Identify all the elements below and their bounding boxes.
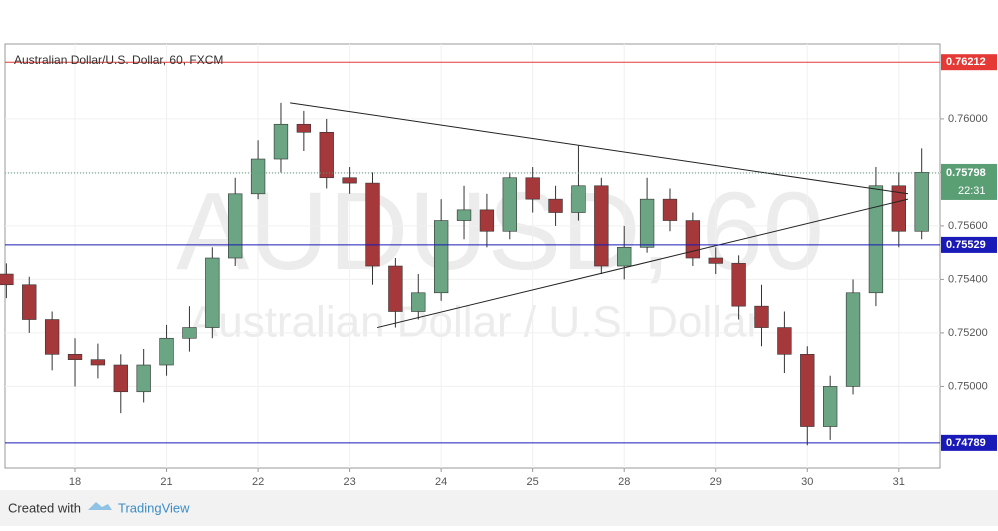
y-tick-label: 0.75600: [948, 220, 988, 232]
candle-body: [594, 185, 609, 267]
footer-prefix: Created with: [8, 500, 81, 515]
candle-body: [113, 364, 128, 393]
candle-body: [67, 354, 83, 360]
candle-body: [342, 177, 357, 184]
candle-body: [868, 185, 884, 294]
candle-body: [205, 257, 220, 328]
x-tick-label: 31: [893, 476, 905, 488]
candle-body: [548, 198, 563, 213]
candle-body: [891, 185, 906, 232]
candle-body: [502, 177, 517, 232]
x-tick-label: 25: [527, 476, 539, 488]
x-tick-label: 18: [69, 476, 81, 488]
y-tick-label: 0.75400: [948, 273, 988, 285]
current-price-bg: [941, 163, 997, 200]
candle-body: [822, 386, 838, 427]
candle-body: [571, 185, 586, 213]
current-price-label: 0.75798: [946, 167, 986, 179]
candle-body: [456, 209, 472, 221]
price-label: 0.76212: [946, 56, 986, 68]
price-label-bg: [941, 54, 997, 71]
candle-body: [617, 247, 632, 267]
x-tick-label: 24: [435, 476, 447, 488]
y-tick-label: 0.75200: [948, 327, 988, 339]
candle-body: [365, 182, 380, 267]
candle-body: [525, 177, 540, 200]
candle-body: [273, 123, 289, 160]
x-tick-label: 30: [801, 476, 813, 488]
candle-body: [228, 193, 243, 259]
candle-body: [914, 172, 929, 232]
candle-body: [662, 198, 678, 221]
candle-body: [800, 354, 815, 427]
trendline: [290, 102, 909, 195]
candle-body: [479, 209, 495, 232]
candle-body: [182, 327, 197, 339]
plot-area: [0, 44, 940, 468]
candle-body: [296, 123, 312, 133]
x-tick-label: 28: [618, 476, 630, 488]
price-label: 0.75529: [946, 239, 986, 251]
candle-body: [319, 131, 334, 179]
x-tick-label: 29: [710, 476, 722, 488]
candle-body: [44, 319, 60, 355]
candle-body: [433, 220, 449, 294]
candle-body: [845, 292, 861, 387]
candle-body: [250, 158, 266, 195]
watermark: AUDUSD, 60: [176, 170, 824, 293]
candle-body: [90, 359, 106, 366]
x-tick-label: 21: [160, 476, 172, 488]
candle-body: [639, 198, 655, 248]
chart-title: Australian Dollar/U.S. Dollar, 60, FXCM: [14, 53, 223, 67]
countdown-label: 22:31: [958, 185, 986, 197]
price-label: 0.74789: [946, 437, 986, 449]
brand-logo: [88, 502, 112, 510]
candle-body: [685, 220, 701, 259]
candle-body: [731, 263, 746, 307]
candle-body: [0, 273, 14, 286]
candle-body: [22, 284, 37, 320]
price-label-bg: [941, 434, 997, 451]
x-tick-label: 23: [343, 476, 355, 488]
footer-brand[interactable]: TradingView: [118, 500, 190, 515]
candle-body: [159, 337, 174, 366]
y-tick-label: 0.76000: [948, 113, 988, 125]
trendline: [376, 198, 909, 329]
candle-body: [411, 292, 426, 312]
watermark-subtitle: Australian Dollar / U.S. Dollar: [189, 298, 761, 347]
candle-body: [136, 364, 151, 393]
candle-body: [708, 257, 723, 264]
candle-body: [754, 305, 769, 328]
y-tick-label: 0.75000: [948, 380, 988, 392]
x-tick-label: 22: [252, 476, 264, 488]
plot-frame: [4, 43, 941, 469]
candle-body: [777, 327, 792, 355]
footer-bar: [0, 490, 998, 526]
candle-body: [388, 265, 403, 312]
price-label-bg: [941, 236, 997, 253]
